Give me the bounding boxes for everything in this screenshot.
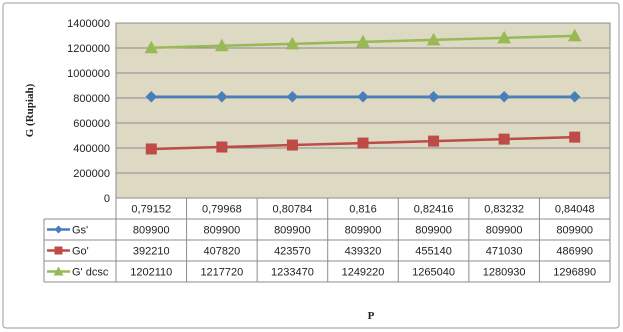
data-point: [569, 131, 581, 143]
data-point: [357, 137, 369, 149]
x-tick-label: 0,79968: [202, 204, 242, 216]
data-point: [286, 91, 299, 103]
data-point: [498, 133, 510, 145]
data-label: 471030: [486, 246, 523, 258]
data-label: 809900: [133, 225, 170, 237]
data-label: 809900: [415, 225, 452, 237]
y-tick-label: 400000: [73, 143, 110, 155]
data-label: 809900: [345, 225, 382, 237]
data-point: [145, 143, 157, 155]
x-tick-label: 0,83232: [484, 204, 524, 216]
data-point: [357, 91, 369, 103]
legend-label: Go': [72, 246, 89, 258]
data-label: 809900: [556, 225, 593, 237]
data-point: [215, 38, 229, 52]
y-tick-label: 1000000: [67, 68, 110, 80]
legend-label: G' dcsc: [72, 267, 109, 279]
x-tick-label: 0,816: [349, 204, 377, 216]
data-label: 455140: [415, 246, 452, 258]
data-point: [145, 91, 157, 103]
data-point: [216, 91, 228, 103]
data-point: [498, 91, 510, 103]
data-point: [497, 30, 511, 44]
data-point: [427, 91, 440, 103]
data-label: 486990: [556, 246, 593, 258]
data-point: [567, 28, 582, 42]
legend-marker: [53, 266, 64, 276]
data-label: 1233470: [271, 267, 314, 279]
data-label: 439320: [345, 246, 382, 258]
x-axis-title: P: [368, 310, 375, 322]
data-label: 809900: [203, 225, 240, 237]
data-point: [286, 139, 298, 151]
data-label: 1265040: [412, 267, 455, 279]
y-tick-label: 1200000: [67, 43, 110, 55]
data-label: 1217720: [200, 267, 243, 279]
y-tick-label: 800000: [73, 93, 110, 105]
data-point: [569, 91, 581, 103]
data-point: [216, 141, 228, 153]
y-tick-label: 600000: [73, 118, 110, 130]
legend-marker: [54, 246, 63, 255]
data-point: [285, 36, 300, 50]
y-tick-label: 200000: [73, 168, 110, 180]
x-tick-label: 0,84048: [555, 204, 595, 216]
legend-marker: [54, 225, 63, 234]
data-label: 1296890: [553, 267, 596, 279]
data-label: 392210: [133, 246, 170, 258]
x-tick-label: 0,82416: [414, 204, 454, 216]
y-tick-label: 1400000: [67, 18, 110, 30]
data-point: [356, 34, 370, 48]
data-point: [426, 32, 441, 46]
x-tick-label: 0,80784: [273, 204, 313, 216]
legend-label: Gs': [72, 225, 88, 237]
data-point: [144, 40, 159, 54]
y-tick-label: 0: [104, 193, 110, 205]
data-label: 809900: [486, 225, 523, 237]
data-label: 1249220: [342, 267, 385, 279]
plot-area: [115, 22, 611, 199]
data-label: 407820: [203, 246, 240, 258]
data-point: [428, 135, 440, 147]
data-label: 1280930: [483, 267, 526, 279]
data-label: 423570: [274, 246, 311, 258]
y-axis-title: G (Rupiah): [24, 83, 36, 137]
data-label: 1202110: [130, 267, 172, 279]
data-label: 809900: [274, 225, 311, 237]
x-tick-label: 0,79152: [131, 204, 171, 216]
